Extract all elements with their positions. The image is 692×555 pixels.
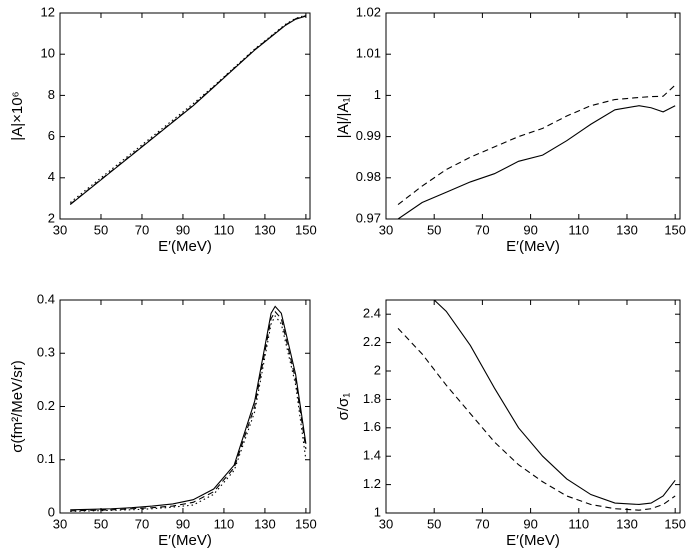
x-tick-label: 90 bbox=[523, 516, 537, 531]
x-tick-label: 110 bbox=[214, 516, 235, 531]
axes-box bbox=[385, 299, 681, 514]
x-tick-label: 50 bbox=[94, 222, 108, 237]
x-tick-label: 130 bbox=[254, 516, 276, 531]
y-tick-label: 2 bbox=[374, 362, 381, 377]
axes-box bbox=[385, 12, 681, 220]
x-tick-label: 130 bbox=[616, 516, 638, 531]
x-tick-label: 110 bbox=[568, 222, 589, 237]
x-tick-label: 150 bbox=[295, 222, 317, 237]
y-tick-label: 1 bbox=[374, 87, 381, 102]
y-axis-label: |A|/|A₁| bbox=[335, 94, 352, 139]
axes-box bbox=[59, 299, 311, 514]
y-tick-label: 8 bbox=[48, 87, 55, 102]
x-tick-label: 70 bbox=[135, 222, 149, 237]
x-tick-label: 50 bbox=[427, 222, 441, 237]
data-line bbox=[433, 300, 676, 506]
y-tick-label: 1.4 bbox=[363, 448, 381, 463]
data-line bbox=[69, 15, 307, 205]
data-line bbox=[397, 328, 676, 511]
y-tick-label: 0.97 bbox=[356, 210, 381, 225]
data-line bbox=[69, 14, 307, 203]
y-tick-label: 6 bbox=[48, 128, 55, 143]
x-tick-label: 130 bbox=[254, 222, 276, 237]
y-tick-label: 12 bbox=[41, 4, 55, 19]
y-tick-label: 2.4 bbox=[363, 306, 381, 321]
x-tick-label: 110 bbox=[568, 516, 589, 531]
x-tick-label: 30 bbox=[379, 516, 393, 531]
x-tick-label: 30 bbox=[53, 222, 67, 237]
x-tick-label: 90 bbox=[176, 516, 190, 531]
x-axis-label: E′(MeV) bbox=[158, 532, 212, 549]
y-tick-label: 4 bbox=[48, 169, 55, 184]
y-tick-label: 0.99 bbox=[356, 128, 381, 143]
data-line bbox=[397, 105, 676, 219]
y-axis-label: σ(fm²/MeV/sr) bbox=[9, 360, 26, 453]
y-tick-label: 0.1 bbox=[37, 451, 55, 466]
panel: 30 50 70 90 110 130 150 2 4 6 8 10 12 E′(MeV) |A|×10⁶ bbox=[9, 4, 317, 255]
y-tick-label: 1.2 bbox=[363, 476, 381, 491]
x-tick-label: 70 bbox=[475, 222, 489, 237]
panel: 30 50 70 90 110 130 150 0 0.1 0.2 0.3 0.4 E′(MeV) σ(f… bbox=[9, 291, 317, 549]
x-tick-label: 30 bbox=[379, 222, 393, 237]
y-tick-label: 2 bbox=[48, 210, 55, 225]
x-tick-label: 150 bbox=[664, 222, 686, 237]
y-tick-label: 1.02 bbox=[356, 4, 381, 19]
y-tick-label: 10 bbox=[41, 46, 55, 61]
y-tick-label: 1 bbox=[374, 504, 381, 519]
y-axis-label: σ/σ₁ bbox=[335, 393, 352, 421]
x-tick-label: 30 bbox=[53, 516, 67, 531]
panel: 30 50 70 90 110 130 150 0.97 0.98 0.99 1 1.01 1.02 E′… bbox=[335, 4, 686, 255]
x-tick-label: 150 bbox=[664, 516, 686, 531]
y-tick-label: 0.2 bbox=[37, 398, 55, 413]
x-tick-label: 70 bbox=[475, 516, 489, 531]
x-tick-label: 70 bbox=[135, 516, 149, 531]
x-tick-label: 50 bbox=[94, 516, 108, 531]
y-tick-label: 0.3 bbox=[37, 345, 55, 360]
x-axis-label: E′(MeV) bbox=[506, 532, 560, 549]
y-tick-label: 1.8 bbox=[363, 391, 381, 406]
x-tick-label: 90 bbox=[523, 222, 537, 237]
data-line bbox=[70, 305, 307, 511]
x-axis-label: E′(MeV) bbox=[158, 238, 212, 255]
data-line bbox=[70, 310, 307, 512]
x-tick-label: 50 bbox=[427, 516, 441, 531]
y-tick-label: 0 bbox=[48, 504, 55, 519]
y-axis-label: |A|×10⁶ bbox=[9, 91, 26, 140]
x-axis-label: E′(MeV) bbox=[506, 238, 560, 255]
x-tick-label: 90 bbox=[176, 222, 190, 237]
y-tick-label: 1.6 bbox=[363, 419, 381, 434]
x-tick-label: 150 bbox=[295, 516, 317, 531]
panel: 30 50 70 90 110 130 150 1 1.2 1.4 1.6 1.8 2 2.2 2.4 E′(… bbox=[335, 299, 686, 549]
x-tick-label: 130 bbox=[616, 222, 638, 237]
data-line bbox=[397, 84, 676, 206]
x-tick-label: 110 bbox=[214, 222, 235, 237]
y-tick-label: 0.4 bbox=[37, 291, 55, 306]
axes-box bbox=[59, 12, 311, 220]
data-line bbox=[70, 314, 307, 512]
y-tick-label: 0.98 bbox=[356, 169, 381, 184]
y-tick-label: 2.2 bbox=[363, 334, 381, 349]
y-tick-label: 1.01 bbox=[356, 46, 381, 61]
